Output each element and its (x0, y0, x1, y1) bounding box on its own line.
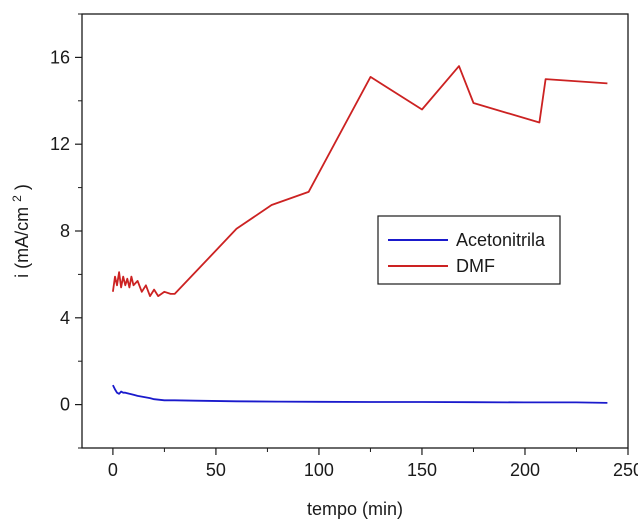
y-tick-label: 0 (60, 395, 70, 415)
x-axis-ticks: 0 50 100 150 200 250 (108, 448, 638, 480)
legend-label-dmf: DMF (456, 256, 495, 276)
y-tick-label: 12 (50, 134, 70, 154)
y-axis-title: i (mA/cm 2 ) (10, 184, 32, 278)
legend-label-acetonitrila: Acetonitrila (456, 230, 546, 250)
legend-box (377, 215, 561, 285)
x-tick-label: 50 (206, 460, 226, 480)
series-layer (112, 65, 608, 404)
series-line-dmf (112, 65, 608, 298)
y-axis-ticks: 0 4 8 12 16 (50, 13, 82, 449)
y-tick-label: 4 (60, 308, 70, 328)
y-axis-title-main: i (mA/cm (12, 207, 32, 278)
x-tick-label: 0 (108, 460, 118, 480)
y-axis-title-close: ) (12, 184, 32, 190)
y-axis-title-superscript: 2 (10, 195, 24, 202)
y-tick-label: 16 (50, 47, 70, 67)
series-line-acetonitrila (112, 384, 608, 404)
x-tick-label: 250 (613, 460, 638, 480)
x-axis-title: tempo (min) (307, 499, 403, 519)
x-tick-label: 100 (304, 460, 334, 480)
x-tick-label: 200 (510, 460, 540, 480)
x-tick-label: 150 (407, 460, 437, 480)
y-tick-label: 8 (60, 221, 70, 241)
legend: Acetonitrila DMF (377, 215, 561, 285)
